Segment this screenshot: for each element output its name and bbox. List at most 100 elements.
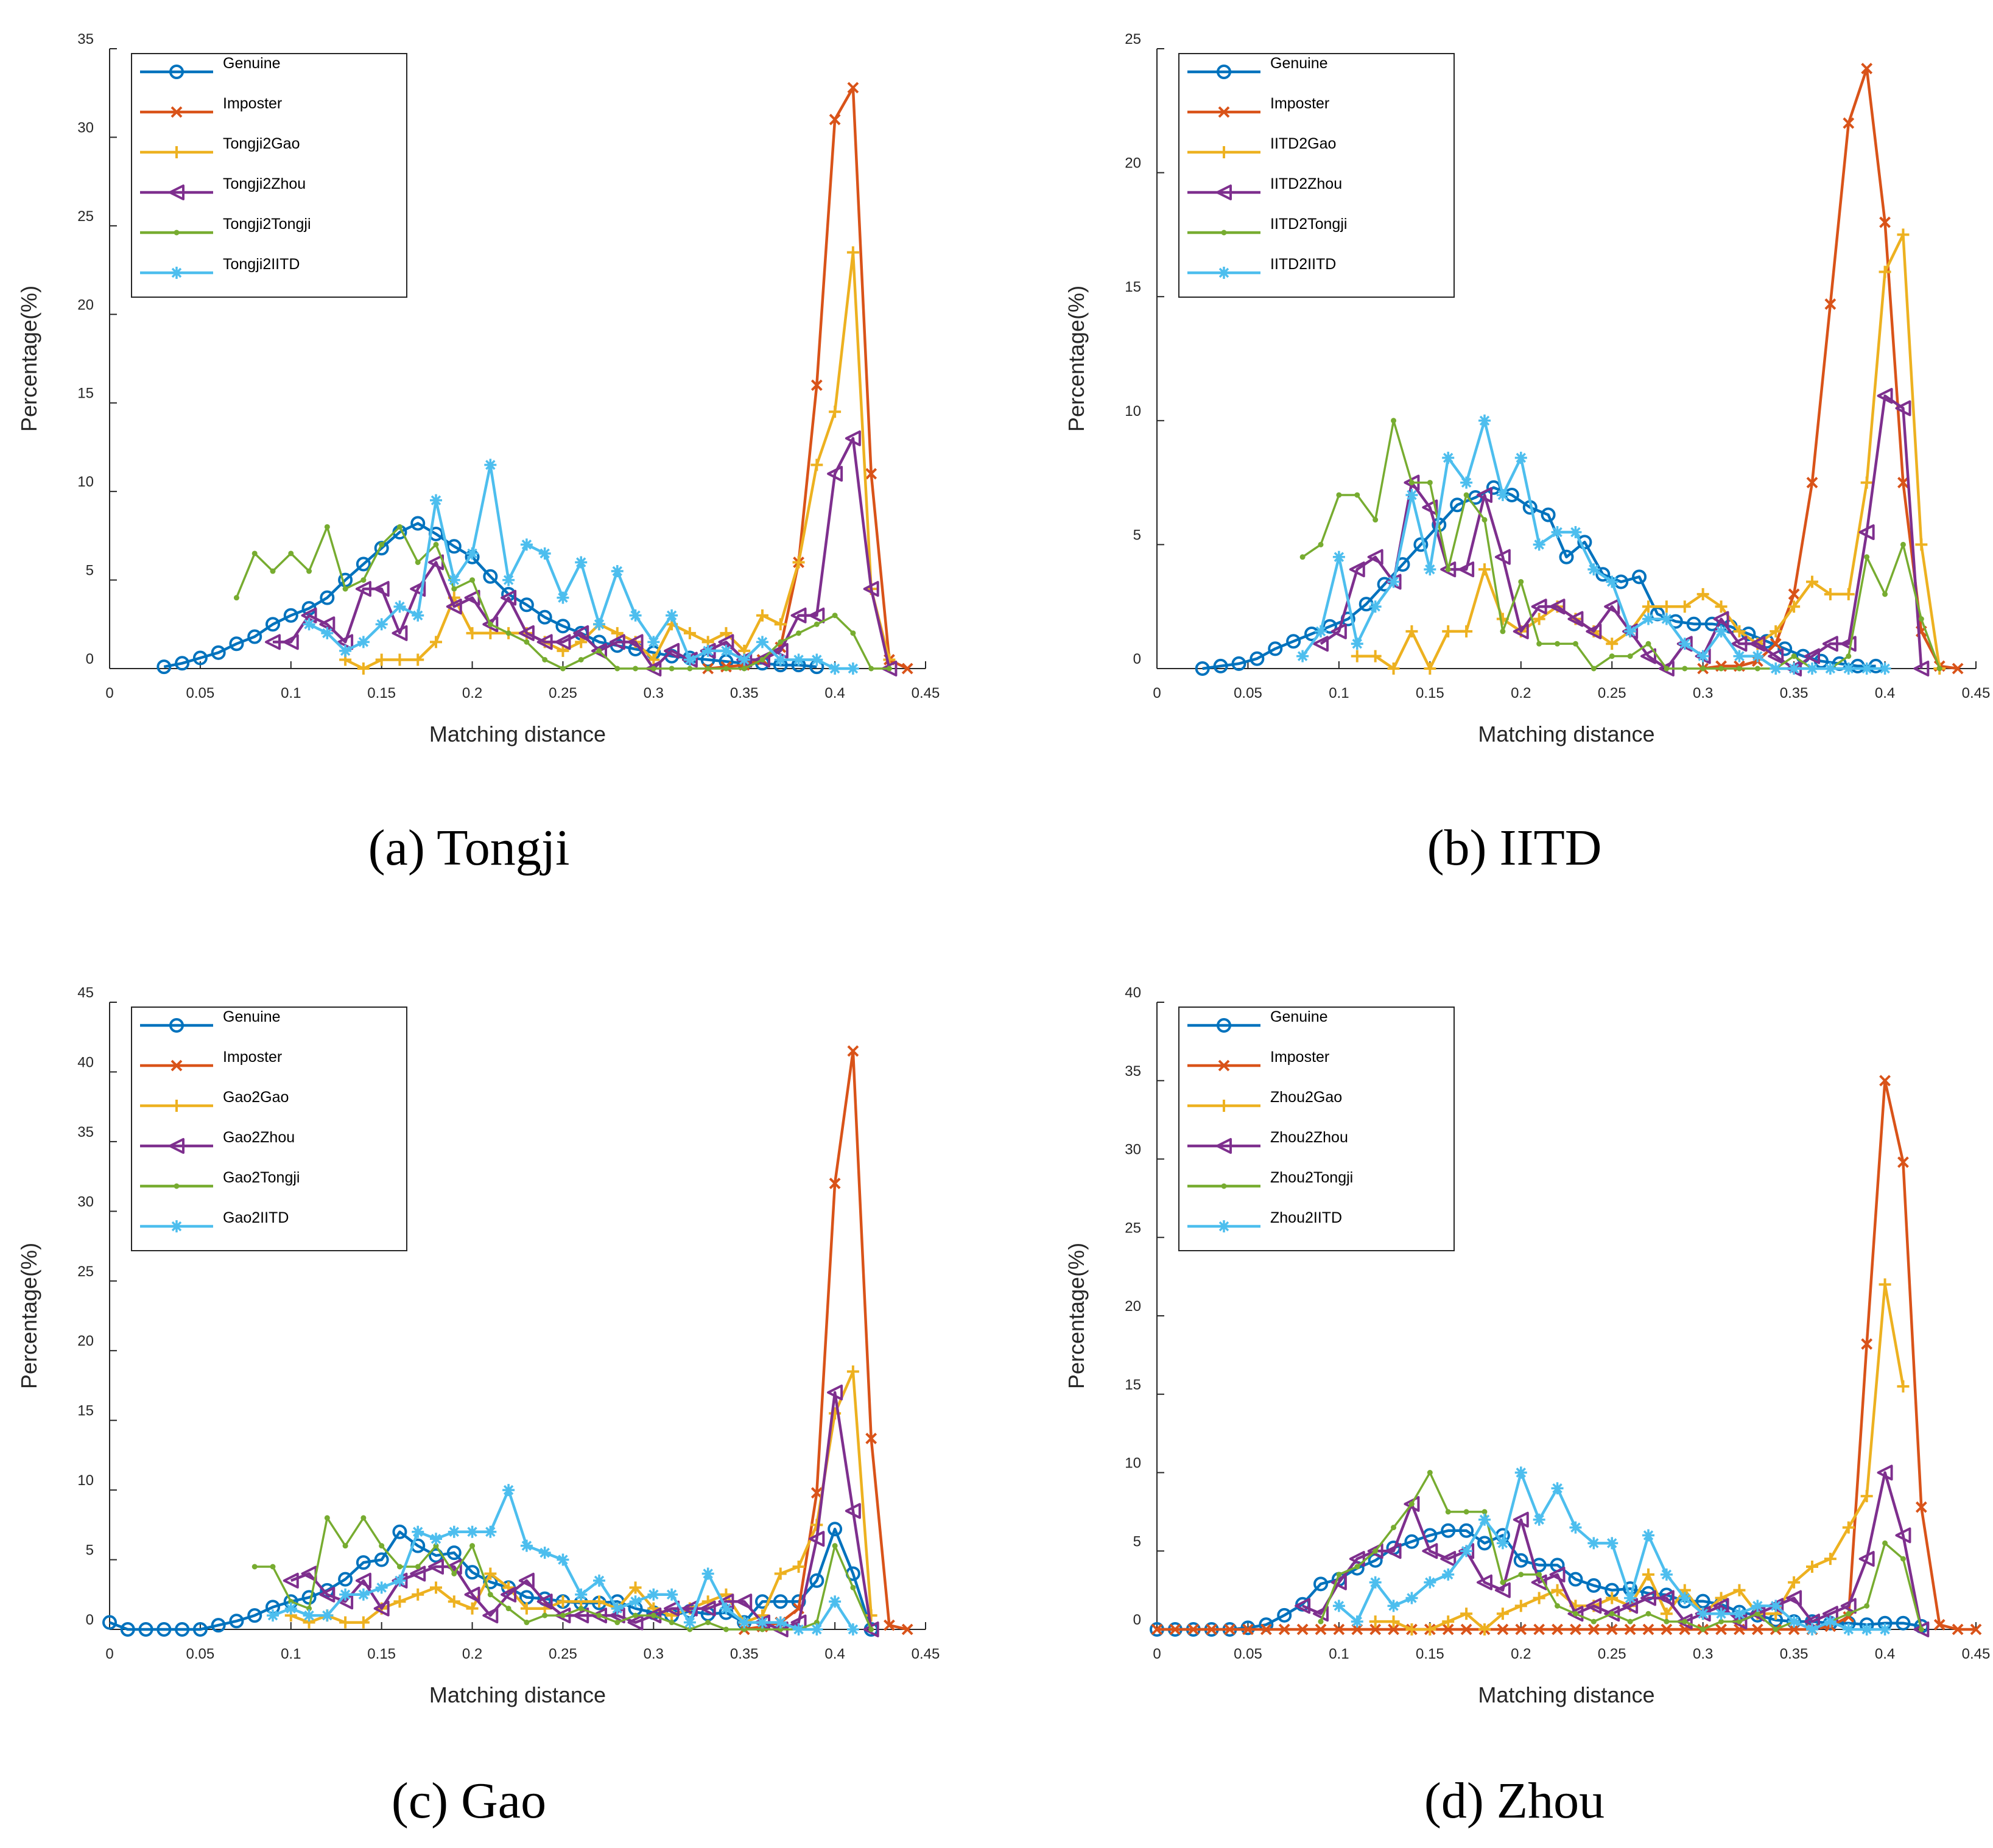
data-point: [1367, 1543, 1383, 1559]
legend-label: Imposter: [1270, 1049, 1329, 1066]
data-point: [1682, 1618, 1688, 1625]
series-Imposter: [738, 1045, 913, 1635]
data-point: [1299, 554, 1306, 560]
legend: Genuine Imposter Gao2Gao Gao2Zhou Gao2Tongji…: [131, 1007, 407, 1251]
data-point: [360, 1515, 367, 1521]
data-point: [1788, 600, 1801, 613]
series-Zhou2Tongji: [1318, 1470, 1924, 1632]
data-point: [1678, 1592, 1691, 1604]
data-point: [284, 1602, 297, 1615]
data-point: [538, 1547, 551, 1559]
data-point: [1373, 1548, 1379, 1554]
data-point: [865, 1609, 877, 1622]
data-point: [138, 1622, 153, 1637]
x-tick-label: 0.05: [1234, 685, 1262, 701]
data-point: [1895, 400, 1911, 416]
legend-marker: [1217, 65, 1231, 79]
data-point: [1686, 616, 1701, 631]
data-point: [1387, 662, 1400, 675]
data-point: [430, 1581, 442, 1594]
data-point: [451, 586, 457, 592]
data-point: [1879, 1623, 1891, 1635]
data-point: [1715, 1623, 1727, 1635]
data-point: [415, 1564, 421, 1570]
data-point: [538, 547, 551, 560]
data-point: [1460, 1623, 1472, 1635]
data-point: [1513, 623, 1529, 639]
data-point: [1169, 1623, 1181, 1635]
data-point: [1824, 298, 1837, 310]
data-point: [1351, 650, 1363, 662]
data-point: [557, 644, 569, 657]
data-point: [774, 618, 787, 631]
data-point: [1496, 488, 1509, 501]
data-point: [596, 1612, 602, 1618]
data-point: [357, 1616, 370, 1629]
data-point: [1661, 1623, 1673, 1635]
data-point: [1877, 388, 1893, 404]
data-point: [629, 1595, 642, 1608]
y-tick-label: 30: [1125, 1142, 1141, 1158]
data-point: [1322, 619, 1337, 634]
data-point: [1424, 1576, 1436, 1589]
data-point: [1900, 541, 1906, 547]
data-point: [265, 634, 281, 650]
series-Imposter: [702, 82, 913, 675]
legend-box: [131, 1007, 407, 1251]
data-point: [1879, 216, 1891, 228]
data-point: [1213, 658, 1228, 673]
data-point: [1660, 1568, 1673, 1581]
data-point: [1624, 1592, 1637, 1604]
data-point: [827, 466, 843, 482]
data-point: [1952, 1623, 1964, 1635]
data-point: [319, 1586, 336, 1603]
data-point: [1463, 492, 1469, 498]
data-point: [1373, 517, 1379, 523]
data-point: [1676, 1614, 1693, 1630]
data-point: [537, 610, 552, 625]
data-point: [1497, 1623, 1509, 1635]
legend-label: Genuine: [1270, 1008, 1328, 1025]
data-point: [464, 1586, 480, 1603]
data-point: [1387, 1615, 1400, 1628]
chart-panel-1: 0 0.05 0.1 0.15 0.2 0.25 0.3 0.35 0.4 0.45 0 5 10 15 2…: [16, 31, 940, 876]
data-point: [430, 1533, 442, 1545]
data-point: [465, 1565, 480, 1580]
y-tick-label: 0: [1133, 651, 1141, 667]
data-point: [738, 1616, 751, 1629]
data-point: [1915, 1501, 1927, 1513]
data-point: [847, 82, 859, 94]
data-point: [1404, 1534, 1419, 1549]
x-tick-label: 0.15: [367, 1646, 396, 1662]
series-line: [1157, 1079, 1976, 1631]
x-tick-label: 0.1: [281, 685, 301, 701]
x-tick-label: 0.3: [1693, 685, 1713, 701]
data-point: [339, 1588, 352, 1601]
data-point: [1897, 228, 1910, 241]
legend-marker: [174, 230, 180, 236]
data-point: [884, 1619, 895, 1631]
data-point: [1806, 1623, 1818, 1635]
legend-label: Imposter: [223, 1049, 282, 1066]
data-point: [1570, 1623, 1581, 1635]
data-point: [536, 1593, 553, 1610]
data-point: [1408, 1501, 1415, 1507]
data-point: [578, 1606, 584, 1612]
data-point: [846, 1623, 859, 1635]
data-point: [647, 636, 660, 648]
x-tick-label: 0.15: [1416, 685, 1444, 701]
data-point: [609, 634, 625, 650]
y-tick-label: 10: [1125, 403, 1141, 420]
data-point: [573, 1607, 589, 1624]
data-point: [1754, 1611, 1760, 1617]
data-point: [1879, 265, 1891, 278]
data-point: [1718, 1618, 1724, 1625]
legend-marker: [1221, 230, 1227, 236]
data-point: [520, 1602, 533, 1615]
data-point: [1513, 1553, 1528, 1568]
data-point: [832, 613, 838, 619]
x-axis-label: Matching distance: [429, 722, 606, 747]
data-point: [1587, 1537, 1600, 1550]
data-point: [741, 666, 747, 672]
